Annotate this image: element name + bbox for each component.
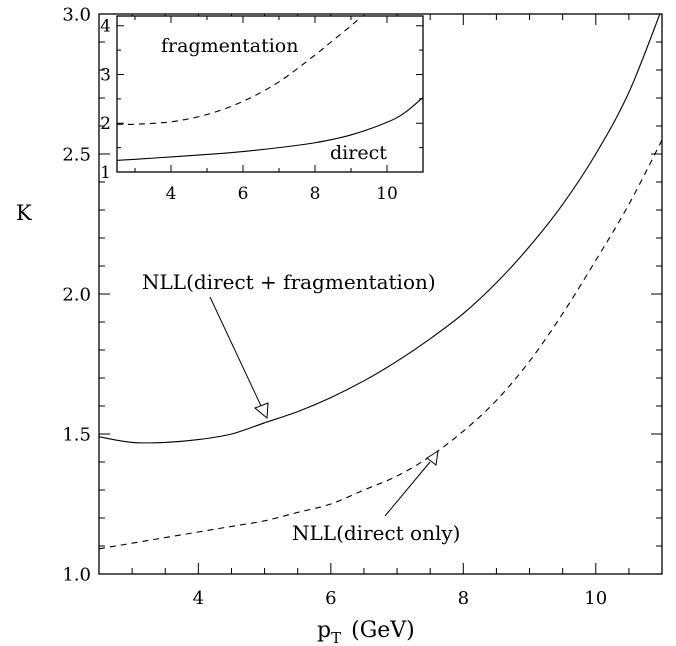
inset-series-lines: [117, 16, 423, 161]
y-tick-label: 3.0: [62, 4, 91, 25]
annotation-arrowhead: [426, 449, 439, 466]
annotation-arrowhead: [254, 402, 269, 420]
x-tick-label: 10: [376, 184, 398, 204]
y-axis-label: K: [16, 201, 32, 225]
annotation-arrow-line: [384, 461, 431, 517]
inset-axis-ticks: [117, 16, 424, 173]
annotation-arrow-line: [209, 296, 263, 409]
series-line-nll-direct-only: [99, 139, 662, 550]
x-tick-label: 4: [166, 184, 177, 204]
series-line-nll-direct-fragmentation: [99, 14, 661, 444]
x-tick-label: 10: [584, 588, 607, 609]
x-tick-label: 8: [310, 184, 321, 204]
y-tick-label: 1: [100, 163, 111, 183]
x-tick-label: 6: [238, 184, 249, 204]
annotation-direct-only: NLL(direct only): [292, 521, 460, 545]
annotation-direct-plus-fragmentation: NLL(direct + fragmentation): [142, 270, 436, 294]
x-axis-label-main: p: [317, 618, 331, 643]
x-axis-label-subscript: T: [331, 629, 341, 646]
y-tick-label: 2: [100, 114, 111, 134]
y-tick-label: 1.5: [62, 424, 91, 445]
inset-label-fragmentation: fragmentation: [161, 35, 298, 57]
x-tick-label: 6: [325, 588, 336, 609]
x-tick-label: 4: [193, 588, 204, 609]
x-axis-label: pT (GeV): [317, 618, 415, 646]
x-tick-label: 8: [458, 588, 469, 609]
y-tick-label: 2.0: [62, 284, 91, 305]
x-axis-label-unit: (GeV): [351, 618, 415, 643]
y-tick-label: 3: [100, 65, 111, 85]
series-line-fragmentation: [117, 16, 363, 125]
main-tick-labels: 4 6 8 10 1.0 1.5 2.0 2.5 3.0: [62, 4, 607, 609]
inset-background: [116, 15, 424, 173]
y-tick-label: 2.5: [62, 144, 91, 165]
series-line-direct: [117, 96, 423, 161]
main-plot: 4 6 8 10 1.0 1.5 2.0 2.5 3.0 K pT (GeV) NLL(direc…: [16, 4, 663, 646]
inset-label-direct: direct: [330, 142, 387, 164]
y-tick-label: 4: [100, 17, 111, 37]
main-series-lines: [99, 14, 662, 550]
y-tick-label: 1.0: [62, 564, 91, 585]
